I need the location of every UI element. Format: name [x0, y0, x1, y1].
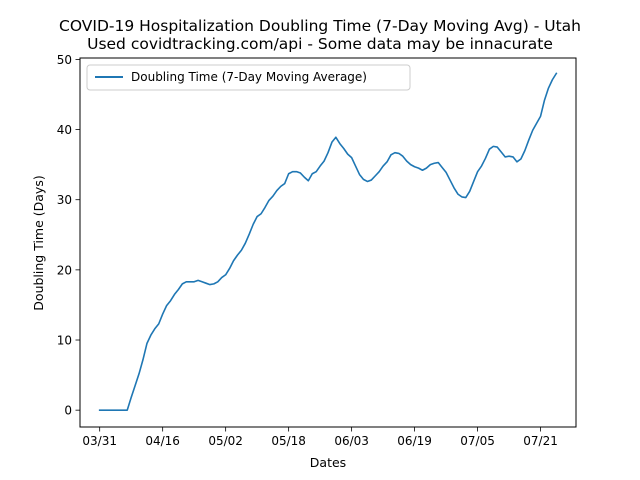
y-axis: 0 10 20 30 40 50	[57, 53, 80, 418]
series-line-0	[98, 72, 558, 411]
chart-title: COVID-19 Hospitalization Doubling Time (…	[59, 17, 581, 35]
x-tick-label: 03/31	[82, 434, 117, 448]
series-layer	[98, 72, 558, 411]
plot-background	[80, 58, 576, 427]
x-tick-label: 05/18	[271, 434, 306, 448]
x-tick-label: 06/03	[334, 434, 369, 448]
x-tick-label: 05/02	[208, 434, 243, 448]
y-tick-label: 20	[57, 263, 72, 277]
x-axis: 03/31 04/16 05/02 05/18 06/03 06/19 07/05 07/21	[82, 427, 558, 448]
y-tick-label: 30	[57, 193, 72, 207]
plot-frame	[79, 57, 577, 428]
x-tick-label: 04/16	[145, 434, 180, 448]
x-tick-label: 07/05	[460, 434, 495, 448]
legend-entry: Doubling Time (7-Day Moving Average)	[131, 70, 367, 84]
x-tick-label: 07/21	[523, 434, 558, 448]
y-axis-label: Doubling Time (Days)	[31, 175, 46, 310]
y-tick-label: 40	[57, 123, 72, 137]
legend-box	[86, 64, 411, 91]
y-tick-label: 10	[57, 334, 72, 348]
x-axis-label: Dates	[310, 455, 346, 470]
plot-area	[80, 58, 576, 427]
chart-subtitle: Used covidtracking.com/api - Some data m…	[87, 35, 553, 53]
x-tick-label: 06/19	[397, 434, 432, 448]
y-tick-label: 0	[64, 404, 72, 418]
legend: Doubling Time (7-Day Moving Average)	[86, 64, 411, 91]
y-tick-label: 50	[57, 53, 72, 67]
